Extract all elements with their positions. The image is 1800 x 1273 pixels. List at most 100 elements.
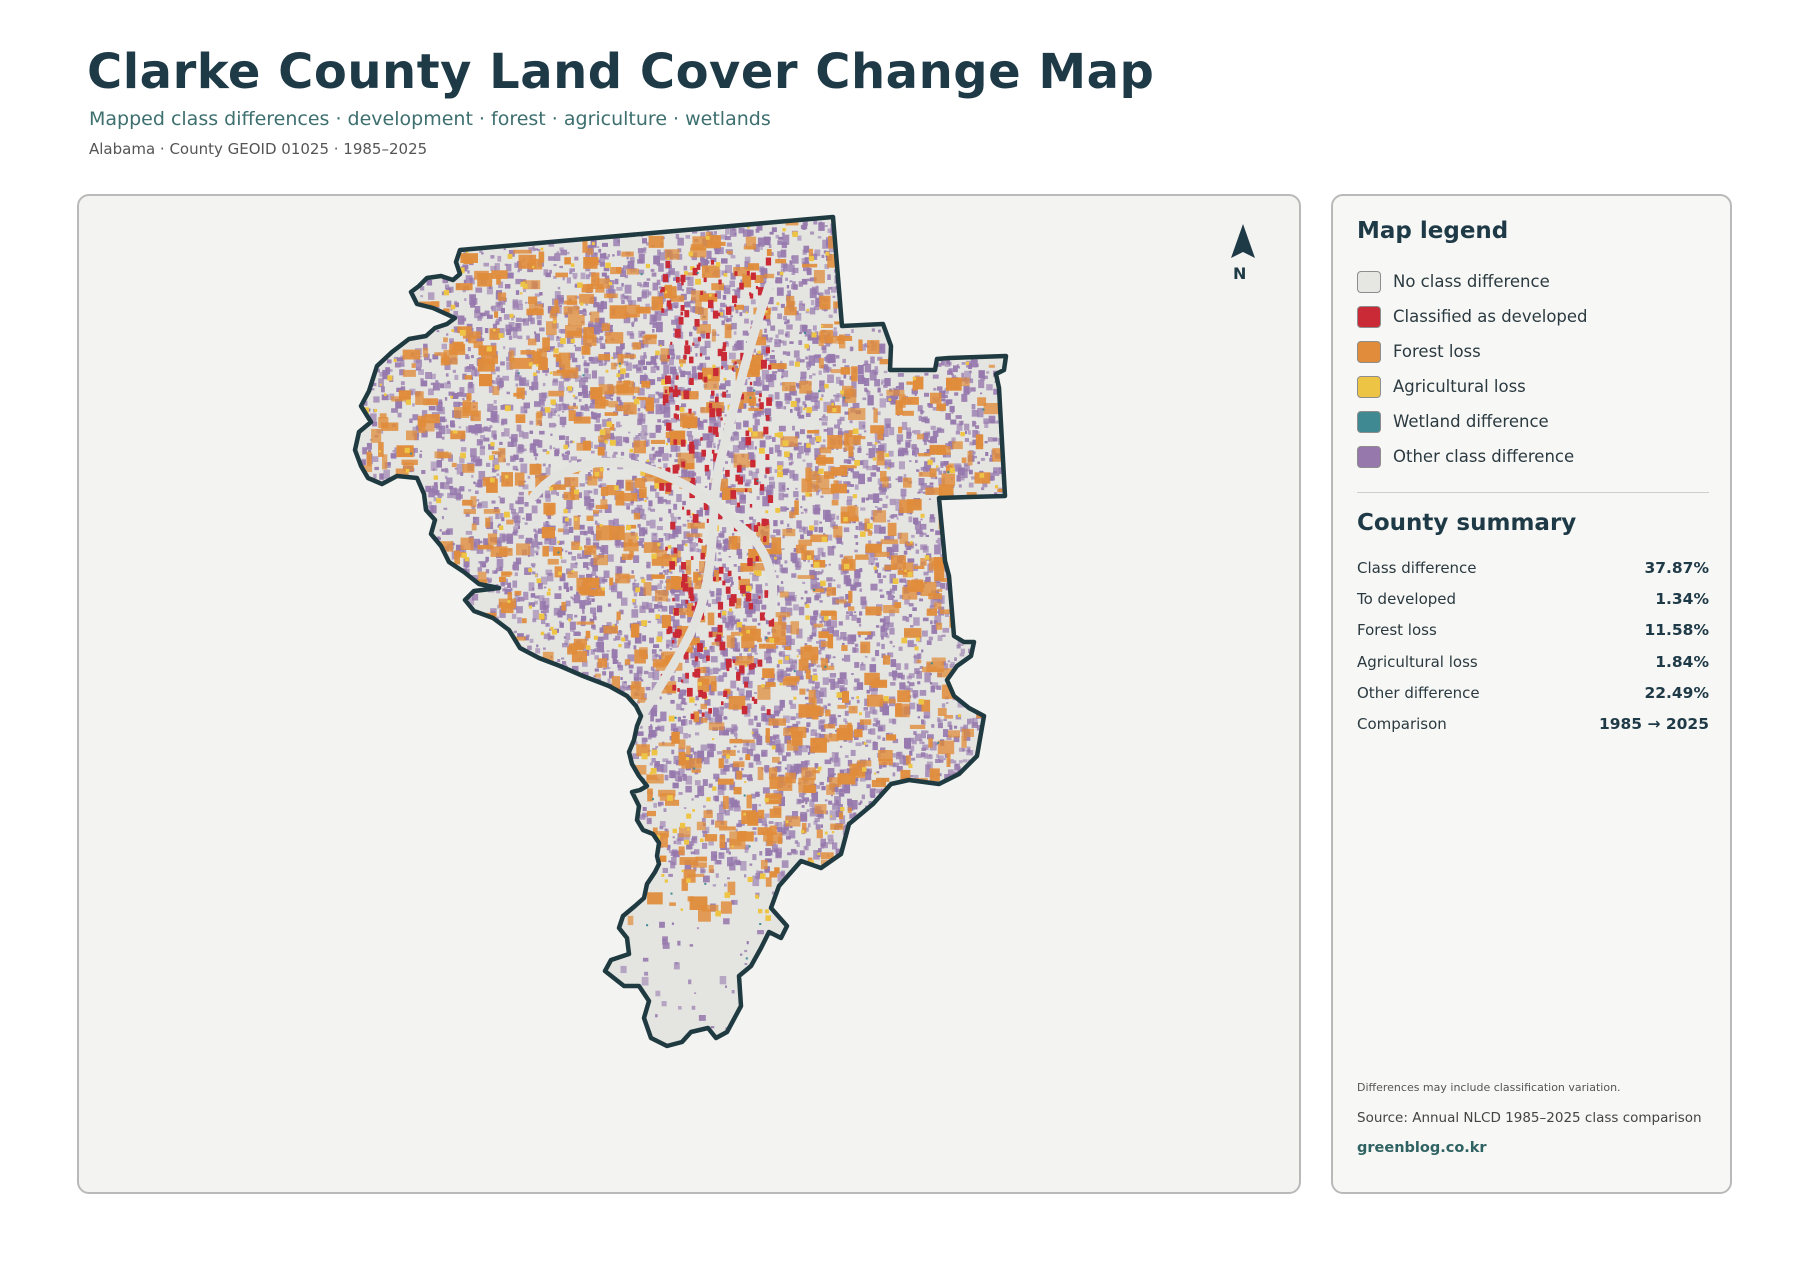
other-difference-pixel — [564, 451, 567, 454]
forest-loss-pixel — [730, 631, 742, 636]
other-difference-pixel — [754, 652, 758, 655]
other-difference-pixel — [862, 397, 867, 401]
other-difference-pixel — [830, 513, 836, 520]
other-difference-pixel — [669, 571, 673, 574]
other-difference-pixel — [553, 607, 560, 616]
forest-loss-pixel — [801, 822, 807, 834]
other-difference-pixel — [871, 328, 875, 332]
other-difference-pixel — [391, 408, 398, 413]
other-difference-pixel — [960, 648, 965, 654]
other-difference-pixel — [681, 719, 686, 726]
forest-loss-pixel — [650, 439, 666, 444]
other-difference-pixel — [706, 250, 712, 259]
other-difference-pixel — [792, 267, 799, 274]
other-difference-pixel — [515, 500, 520, 505]
other-difference-pixel — [725, 228, 730, 235]
other-difference-pixel — [637, 387, 645, 396]
other-difference-pixel — [428, 406, 436, 411]
other-difference-pixel — [965, 431, 968, 435]
other-difference-pixel — [765, 357, 770, 361]
other-difference-pixel — [735, 828, 738, 832]
other-difference-pixel — [746, 332, 752, 336]
forest-loss-pixel — [870, 425, 884, 434]
other-difference-pixel — [843, 459, 851, 464]
other-difference-pixel — [474, 431, 478, 436]
other-difference-pixel — [702, 779, 708, 786]
other-difference-pixel — [756, 735, 763, 746]
other-difference-pixel — [528, 351, 536, 359]
forest-loss-pixel — [735, 598, 742, 609]
other-difference-pixel — [759, 487, 765, 496]
other-difference-pixel — [749, 572, 752, 575]
other-difference-pixel — [907, 640, 914, 648]
other-difference-pixel — [667, 569, 671, 573]
other-difference-pixel — [517, 270, 520, 273]
other-difference-pixel — [782, 351, 787, 355]
other-difference-pixel — [684, 471, 690, 478]
other-difference-pixel — [616, 421, 621, 428]
other-difference-pixel — [601, 578, 608, 583]
other-difference-pixel — [956, 644, 961, 649]
other-difference-pixel — [738, 464, 746, 471]
other-difference-pixel — [662, 942, 670, 949]
other-difference-pixel — [915, 549, 920, 554]
other-difference-pixel — [779, 567, 787, 573]
other-difference-pixel — [889, 515, 892, 518]
other-difference-pixel — [694, 780, 701, 786]
other-difference-pixel — [960, 477, 965, 481]
other-difference-pixel — [637, 297, 642, 302]
forest-loss-pixel — [596, 525, 613, 541]
other-difference-pixel — [511, 434, 518, 442]
other-difference-pixel — [712, 442, 716, 446]
other-difference-pixel — [792, 659, 798, 664]
other-difference-pixel — [953, 760, 957, 764]
other-difference-pixel — [923, 571, 929, 576]
other-difference-pixel — [663, 586, 667, 589]
map-panel[interactable] — [77, 194, 1301, 1194]
other-difference-pixel — [664, 828, 668, 832]
other-difference-pixel — [758, 410, 765, 416]
other-difference-pixel — [776, 529, 781, 536]
other-difference-pixel — [929, 517, 936, 523]
county-map[interactable] — [79, 196, 1301, 1194]
other-difference-pixel — [797, 398, 801, 403]
other-difference-pixel — [863, 380, 867, 383]
other-difference-pixel — [892, 514, 898, 518]
other-difference-pixel — [525, 379, 530, 385]
other-difference-pixel — [833, 307, 837, 314]
other-difference-pixel — [612, 254, 615, 257]
other-difference-pixel — [481, 501, 488, 509]
other-difference-pixel — [725, 985, 727, 988]
other-difference-pixel — [810, 277, 817, 282]
other-difference-pixel — [755, 599, 763, 604]
other-difference-pixel — [712, 667, 719, 674]
other-difference-pixel — [431, 373, 436, 380]
other-difference-pixel — [558, 329, 563, 333]
other-difference-pixel — [784, 319, 790, 324]
forest-loss-pixel — [711, 283, 724, 291]
other-difference-pixel — [843, 783, 851, 794]
other-difference-pixel — [796, 763, 803, 773]
other-difference-pixel — [845, 615, 850, 620]
other-difference-pixel — [672, 372, 679, 380]
other-difference-pixel — [929, 514, 935, 519]
other-difference-pixel — [778, 329, 784, 335]
other-difference-pixel — [724, 540, 731, 550]
other-difference-pixel — [518, 444, 523, 450]
other-difference-pixel — [851, 458, 855, 461]
other-difference-pixel — [615, 544, 621, 548]
other-difference-pixel — [781, 548, 785, 550]
other-difference-pixel — [949, 405, 955, 413]
other-difference-pixel — [662, 938, 667, 942]
other-difference-pixel — [420, 380, 428, 387]
other-difference-pixel — [728, 452, 735, 458]
other-difference-pixel — [639, 676, 642, 681]
other-difference-pixel — [695, 569, 699, 571]
other-difference-pixel — [904, 663, 909, 670]
other-difference-pixel — [703, 805, 706, 808]
other-difference-pixel — [956, 364, 960, 368]
forest-loss-pixel — [757, 767, 764, 781]
other-difference-pixel — [929, 482, 934, 485]
other-difference-pixel — [755, 228, 760, 233]
other-difference-pixel — [848, 739, 853, 743]
